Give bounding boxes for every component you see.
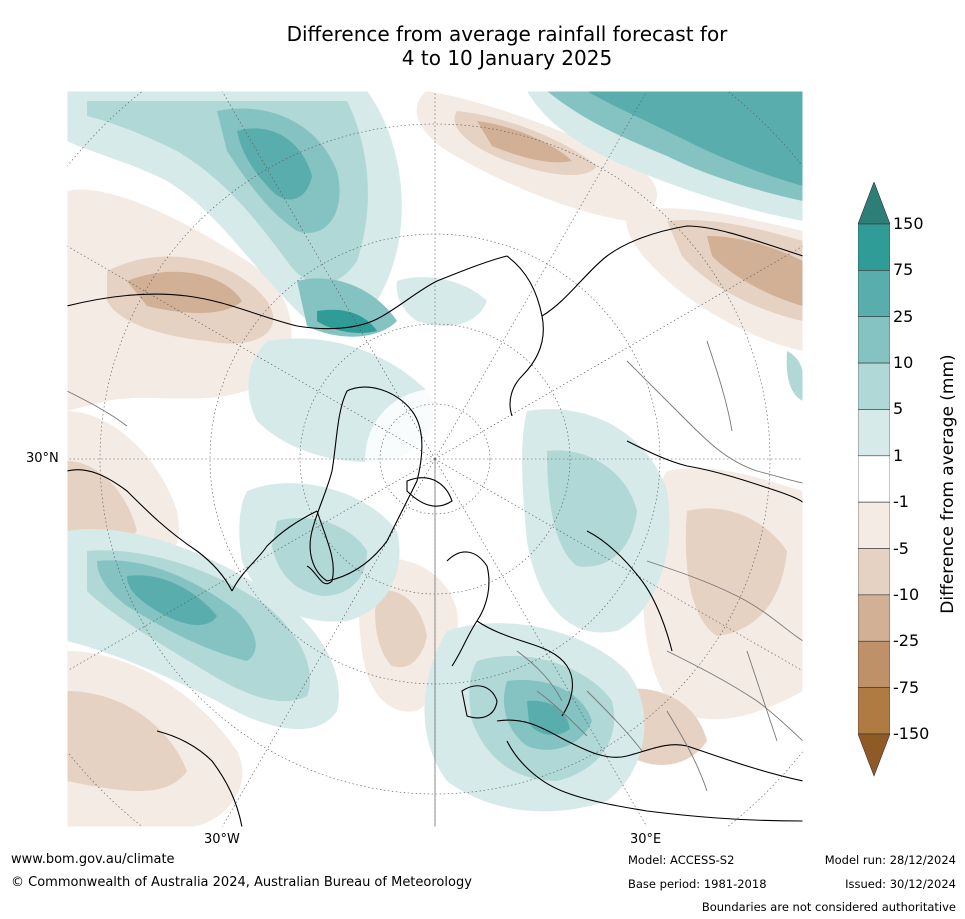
colorbar-cell [857, 501, 891, 549]
colorbar-cell [857, 409, 891, 457]
dry-anomaly-patches [67, 91, 803, 827]
colorbar-cell [857, 316, 891, 364]
footer-copyright: © Commonwealth of Australia 2024, Austra… [11, 875, 472, 890]
colorbar-cell [857, 548, 891, 596]
footer-base-period: Base period: 1981-2018 [628, 877, 767, 891]
colorbar-tick-label: -150 [893, 723, 930, 743]
colorbar-cell [857, 270, 891, 318]
colorbar-cell [857, 455, 891, 503]
colorbar-cell [857, 687, 891, 735]
colorbar-cell [857, 594, 891, 642]
rainfall-anomaly-map [67, 91, 803, 827]
colorbar-tick-label: 5 [893, 399, 904, 419]
colorbar-cell [857, 223, 891, 271]
colorbar-extend-bottom [857, 733, 891, 777]
footer-model-run: Model run: 28/12/2024 [824, 853, 956, 867]
wet-anomaly-patches [67, 91, 803, 812]
lon-label-30w: 30°W [204, 832, 240, 847]
footer-model: Model: ACCESS-S2 [628, 853, 735, 867]
footer-disclaimer: Boundaries are not considered authoritat… [701, 900, 956, 914]
colorbar-tick-label: 150 [893, 214, 924, 233]
coastlines [67, 225, 803, 827]
colorbar-tick-label: 25 [893, 306, 914, 326]
colorbar-svg [857, 181, 891, 777]
title-line-2: 4 to 10 January 2025 [401, 46, 613, 70]
colorbar-tick-label: -5 [893, 538, 909, 558]
title-line-1: Difference from average rainfall forecas… [286, 22, 728, 46]
colorbar-tick-label: -25 [893, 631, 920, 651]
lat-label-30n: 30°N [26, 451, 59, 466]
footer-url: www.bom.gov.au/climate [11, 852, 175, 867]
chart-title: Difference from average rainfall forecas… [0, 22, 965, 70]
colorbar-label: Difference from average (mm) [938, 354, 958, 614]
map-svg [67, 91, 803, 827]
colorbar-tick-label: 75 [893, 260, 914, 280]
country-borders [67, 340, 803, 792]
colorbar-tick-label: -1 [893, 492, 909, 512]
colorbar-tick-label: 10 [893, 353, 914, 373]
colorbar-tick-label: -10 [893, 584, 920, 604]
colorbar-cell [857, 640, 891, 688]
colorbar-tick-label: -75 [893, 677, 920, 697]
colorbar-tick-label: 1 [893, 445, 904, 465]
colorbar-cell [857, 362, 891, 410]
colorbar-extend-top [857, 181, 891, 225]
colorbar [857, 181, 891, 782]
lon-label-30e: 30°E [630, 832, 662, 847]
footer-issued: Issued: 30/12/2024 [845, 877, 956, 891]
